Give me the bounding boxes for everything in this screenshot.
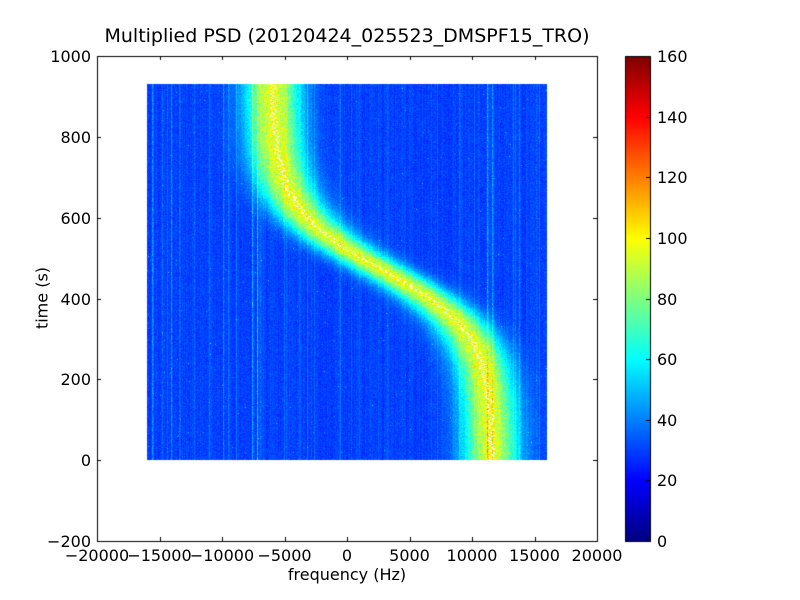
colorbar-tick-label: 40	[657, 410, 678, 430]
colorbar-tick-label: 60	[657, 350, 678, 370]
y-tick-label: 200	[60, 370, 91, 390]
y-tick-label: 400	[60, 289, 91, 309]
y-tick-label: −200	[47, 532, 91, 551]
x-tick-label: −10000	[189, 546, 255, 565]
colorbar-tick-label: 140	[657, 107, 688, 127]
chart-title: Multiplied PSD (20120424_025523_DMSPF15_…	[104, 25, 590, 47]
x-tick-label: 15000	[509, 546, 560, 565]
y-tick-label: 0	[80, 451, 91, 471]
x-tick-label: 20000	[571, 546, 623, 565]
colorbar-tick-label: 0	[657, 532, 668, 551]
x-axis-label: frequency (Hz)	[287, 565, 407, 584]
colorbar-tick-label: 120	[657, 168, 688, 188]
y-tick-label: 600	[60, 208, 91, 228]
x-tick-label: −5000	[257, 546, 312, 565]
x-tick-label: 0	[341, 546, 353, 565]
colorbar-tick-label: 20	[657, 471, 678, 491]
colorbar-tick-label: 160	[657, 47, 688, 66]
x-tick-label: 10000	[446, 546, 498, 565]
x-tick-label: −15000	[127, 546, 192, 565]
x-tick-label: 5000	[389, 546, 430, 565]
y-tick-label: 1000	[50, 47, 91, 66]
colorbar-tick-label: 80	[657, 289, 678, 309]
colorbar-tick-label: 100	[657, 228, 688, 248]
x-tick-label: −20000	[64, 546, 130, 565]
y-tick-label: 800	[60, 127, 91, 147]
